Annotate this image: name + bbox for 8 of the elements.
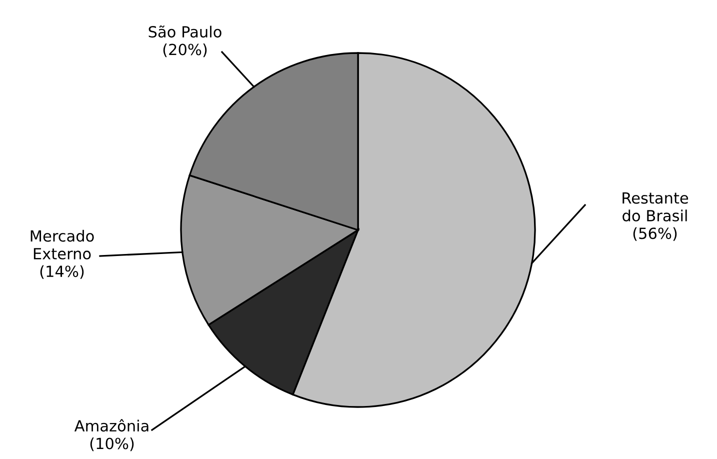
slice-label: Restante do Brasil [622, 192, 688, 222]
slice-label: Amazônia [74, 419, 148, 432]
data-label: (14%) [40, 265, 84, 279]
data-label: (10%) [90, 437, 134, 452]
data-label: (20%) [163, 43, 207, 58]
data-label: (56%) [633, 227, 677, 241]
slice-label: Mercado Externo [30, 230, 94, 260]
slice-label: São Paulo [148, 26, 222, 38]
